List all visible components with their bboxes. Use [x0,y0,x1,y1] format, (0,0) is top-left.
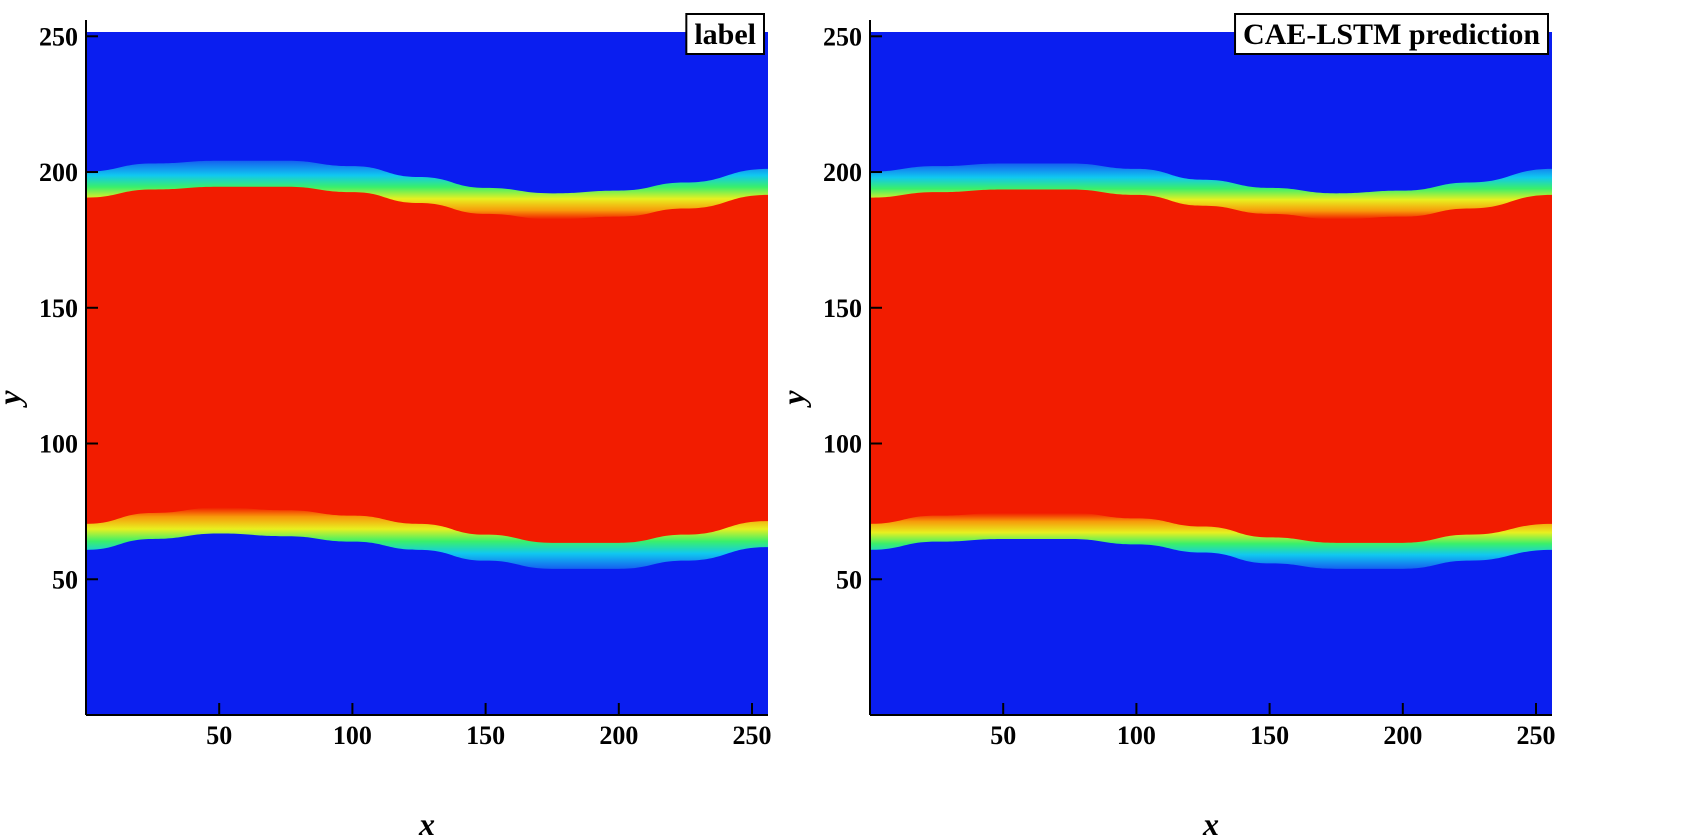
x-tick-label: 200 [1383,721,1422,750]
x-tick-label: 100 [333,721,372,750]
x-tick-label: 150 [466,721,505,750]
upper-interface-band [86,160,768,220]
panel-title: CAE-LSTM prediction [1243,18,1540,51]
x-tick-label: 50 [206,721,232,750]
y-tick-label: 200 [39,158,78,187]
field-inside [870,177,1552,555]
panel-title-box [685,13,765,55]
y-tick-label: 100 [39,430,78,459]
x-axis-label: x [418,806,435,840]
y-tick-label: 150 [823,294,862,323]
panel-title: label [694,18,756,51]
y-axis-label: y [775,390,811,409]
y-tick-label: 200 [823,158,862,187]
y-tick-label: 50 [836,565,862,594]
y-tick-label: 100 [823,430,862,459]
panel-title-box [1234,13,1549,55]
x-tick-label: 250 [733,721,772,750]
lower-interface-band [86,507,768,569]
y-tick-label: 250 [39,22,78,51]
panel-2: 50 100 150 200 250 50 100 150 200 250 x y CAE-LSTM p… [775,13,1556,840]
lower-interface-band [870,512,1552,569]
x-tick-label: 250 [1517,721,1556,750]
x-tick-label: 50 [990,721,1016,750]
upper-interface-band [870,163,1552,220]
x-tick-label: 200 [599,721,638,750]
x-axis-label: x [1202,806,1219,840]
y-tick-label: 150 [39,294,78,323]
y-tick-label: 250 [823,22,862,51]
x-tick-label: 150 [1250,721,1289,750]
panel-1: 50 100 150 200 250 50 100 150 200 250 x y label [0,13,772,840]
field-inside [86,174,768,555]
y-tick-label: 50 [52,565,78,594]
y-axis-label: y [0,390,27,409]
x-tick-label: 100 [1117,721,1156,750]
